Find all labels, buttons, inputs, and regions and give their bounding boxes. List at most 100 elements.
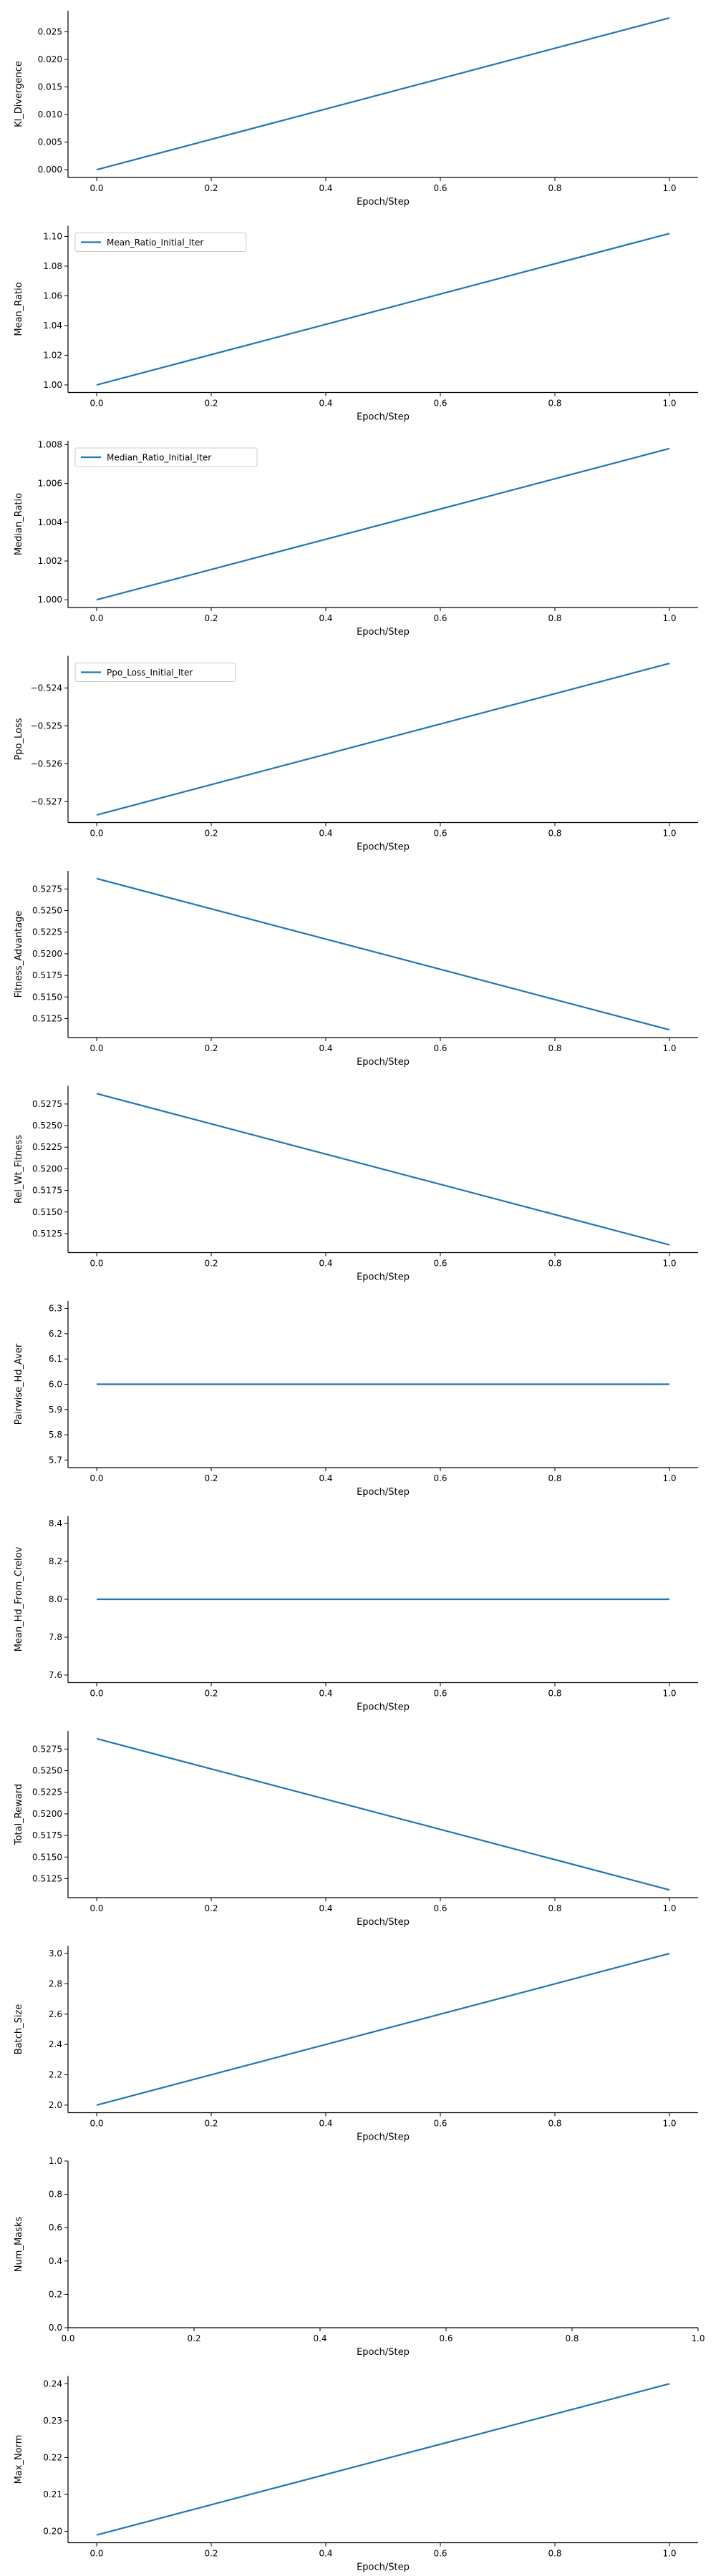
x-axis-label: Epoch/Step [357,2562,410,2573]
y-tick-label: 1.06 [43,291,62,301]
y-tick-label: 0.015 [38,82,62,92]
x-tick-label: 0.0 [90,183,103,193]
series-line [96,877,670,1031]
y-axis-label: Mean_Hd_From_Crelov [14,1546,24,1652]
y-tick-label: 0.2 [49,2289,62,2299]
y-tick-label: 3.0 [49,1948,62,1958]
y-tick-label: 1.008 [38,439,62,449]
x-tick-label: 0.0 [90,1043,103,1053]
x-tick-label: 0.0 [90,1689,103,1699]
y-tick-label: 0.5225 [32,1787,62,1797]
x-tick-label: 0.8 [548,2119,561,2129]
x-tick-label: 0.8 [548,2549,561,2559]
chart-panel-5: 0.0 0.2 0.4 0.6 0.8 1.0 0.5125 0.5150 0.5175 0.52… [14,871,698,1068]
series-line [96,16,670,171]
y-tick-label: 0.5225 [32,1142,62,1152]
x-tick-label: 0.8 [548,613,561,623]
x-tick-label: 0.2 [204,183,218,193]
x-tick-label: 0.8 [548,1473,561,1483]
y-tick-label: 0.5250 [32,1766,62,1776]
x-tick-label: 0.8 [548,399,561,409]
y-tick-label: −0.526 [31,758,62,769]
x-tick-label: 0.8 [548,829,561,839]
x-tick-label: 0.4 [319,2549,332,2559]
series-line [96,2383,670,2536]
x-tick-label: 1.0 [662,613,676,623]
y-tick-label: 0.24 [43,2379,62,2389]
x-tick-label: 0.8 [548,1259,561,1269]
x-tick-label: 0.0 [90,399,103,409]
legend-label: Median_Ratio_Initial_Iter [107,453,211,463]
x-tick-label: 1.0 [691,2333,705,2343]
x-tick-label: 1.0 [662,1259,676,1269]
y-tick-label: 6.2 [49,1329,62,1339]
x-tick-label: 0.8 [548,1043,561,1053]
y-tick-label: 8.4 [49,1518,62,1528]
y-tick-label: 0.4 [49,2256,62,2266]
y-tick-label: 7.6 [49,1670,62,1680]
x-tick-label: 1.0 [662,1473,676,1483]
y-tick-label: 8.0 [49,1594,62,1604]
chart-panel-11: 0.0 0.2 0.4 0.6 0.8 1.0 0.0 0.2 0.4 0.6 0.8 1.0 Epoc… [14,2156,705,2358]
y-axis-label: Ppo_Loss [14,718,24,760]
x-tick-label: 0.4 [319,1903,332,1913]
x-tick-label: 0.2 [204,2119,218,2129]
x-axis-label: Epoch/Step [357,412,410,423]
x-tick-label: 0.6 [433,1473,447,1483]
x-tick-label: 0.4 [319,1259,332,1269]
y-tick-label: −0.525 [31,721,62,731]
x-tick-label: 0.4 [319,1043,332,1053]
chart-panel-3: 0.0 0.2 0.4 0.6 0.8 1.0 1.000 1.002 1.004 1.006 1.… [14,439,698,638]
y-axis-label: Mean_Ratio [14,282,24,336]
y-tick-label: 1.0 [49,2156,62,2166]
y-axis-label: Median_Ratio [14,493,24,555]
x-tick-label: 0.8 [565,2333,579,2343]
chart-panel-1: 0.0 0.2 0.4 0.6 0.8 1.0 0.000 0.005 0.010 0.015 0.… [14,11,698,208]
x-tick-label: 1.0 [662,1903,676,1913]
legend-box [74,233,247,252]
x-axis-label: Epoch/Step [357,627,410,638]
x-tick-label: 0.4 [319,2119,332,2129]
chart-panel-12: 0.0 0.2 0.4 0.6 0.8 1.0 0.20 0.21 0.22 0.23 0.24 Ep… [14,2376,698,2573]
x-tick-label: 0.0 [90,2549,103,2559]
chart-panel-10: 0.0 0.2 0.4 0.6 0.8 1.0 2.0 2.2 2.4 2.6 2.8 3.0 Epoc… [14,1946,698,2143]
y-tick-label: 0.010 [38,109,62,119]
x-tick-label: 0.4 [319,183,332,193]
legend-label: Ppo_Loss_Initial_Iter [107,668,193,678]
x-tick-label: 0.6 [433,399,447,409]
x-tick-label: 0.6 [433,613,447,623]
x-tick-label: 0.4 [319,829,332,839]
x-axis-label: Epoch/Step [357,2132,410,2143]
y-tick-label: 5.8 [49,1430,62,1440]
x-tick-label: 0.6 [433,183,447,193]
chart-panel-7: 0.0 0.2 0.4 0.6 0.8 1.0 5.7 5.8 5.9 6.0 6.1 6.2 6.3 E… [14,1301,698,1498]
y-tick-label: 0.5150 [32,992,62,1002]
y-tick-label: 0.5150 [32,1852,62,1862]
y-tick-label: 5.7 [49,1455,62,1465]
series-line [96,447,670,601]
x-tick-label: 0.4 [319,399,332,409]
x-tick-label: 1.0 [662,1043,676,1053]
x-tick-label: 1.0 [662,399,676,409]
x-tick-label: 0.0 [90,1259,103,1269]
y-tick-label: −0.527 [31,796,62,806]
y-tick-label: 0.20 [43,2527,62,2537]
x-tick-label: 0.8 [548,183,561,193]
x-tick-label: 0.6 [433,1259,447,1269]
y-tick-label: 6.3 [49,1304,62,1314]
x-tick-label: 0.2 [204,399,218,409]
y-tick-label: 0.5200 [32,949,62,959]
chart-panel-2: 0.0 0.2 0.4 0.6 0.8 1.0 1.00 1.02 1.04 1.06 1.08 1.… [14,225,698,423]
x-tick-label: 0.0 [61,2333,74,2343]
x-tick-label: 0.0 [90,829,103,839]
chart-panel-9: 0.0 0.2 0.4 0.6 0.8 1.0 0.5125 0.5150 0.5175 0.52… [14,1731,698,1928]
y-axis-label: Rel_Wt_Fitness [14,1135,24,1204]
y-tick-label: 0.6 [49,2223,62,2233]
y-tick-label: 0.5250 [32,1121,62,1131]
y-axis-label: Total_Reward [14,1784,24,1845]
y-tick-label: 8.2 [49,1556,62,1566]
y-tick-label: 0.5125 [32,1873,62,1883]
x-tick-label: 0.2 [204,1259,218,1269]
x-tick-label: 0.6 [433,2119,447,2129]
